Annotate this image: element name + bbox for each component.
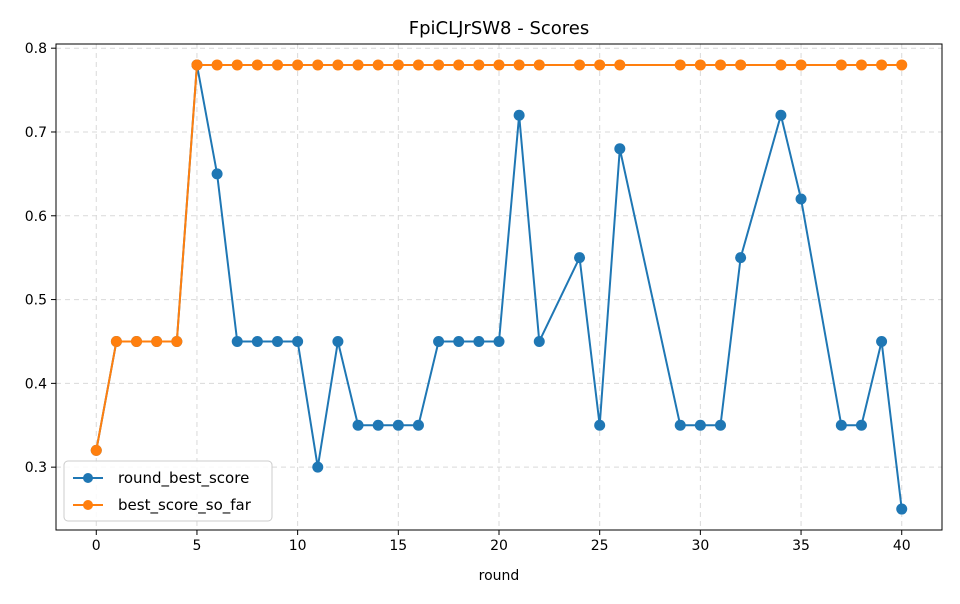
legend-marker-round-best-score: [83, 473, 93, 483]
data-point-round-best-score: [855, 419, 867, 431]
x-tick-label: 15: [389, 538, 407, 554]
x-tick-label: 40: [893, 538, 911, 554]
data-point-best-score-so-far: [272, 59, 283, 71]
data-point-best-score-so-far: [674, 59, 686, 71]
data-point-best-score-so-far: [574, 59, 586, 71]
x-tick-label: 35: [792, 538, 810, 554]
data-point-round-best-score: [614, 143, 626, 155]
data-point-best-score-so-far: [453, 59, 465, 71]
y-tick-label: 0.5: [25, 293, 47, 309]
x-tick-label: 5: [192, 538, 201, 554]
data-point-best-score-so-far: [835, 59, 847, 71]
data-point-round-best-score: [251, 335, 263, 347]
y-tick-label: 0.4: [25, 376, 47, 392]
legend: round_best_score best_score_so_far: [63, 460, 273, 522]
data-point-best-score-so-far: [433, 59, 445, 71]
data-point-round-best-score: [453, 335, 465, 347]
data-point-round-best-score: [392, 419, 404, 431]
data-point-best-score-so-far: [372, 59, 384, 71]
x-tick-label: 20: [490, 538, 508, 554]
legend-label-best-score-so-far: best_score_so_far: [118, 496, 252, 515]
x-axis-label: round: [479, 568, 520, 584]
data-point-round-best-score: [292, 335, 304, 347]
data-point-round-best-score: [433, 335, 445, 347]
series-best-score-so-far: [90, 59, 908, 456]
data-point-round-best-score: [694, 419, 706, 431]
data-point-round-best-score: [594, 419, 606, 431]
data-point-best-score-so-far: [352, 59, 364, 71]
data-point-best-score-so-far: [614, 59, 626, 71]
data-point-best-score-so-far: [735, 59, 747, 71]
x-tick-label: 10: [289, 538, 307, 554]
data-point-best-score-so-far: [171, 335, 183, 347]
data-point-round-best-score: [896, 503, 908, 515]
data-point-round-best-score: [312, 461, 324, 473]
data-point-best-score-so-far: [292, 59, 304, 71]
legend-box: [63, 460, 273, 522]
data-point-best-score-so-far: [715, 59, 726, 71]
series-line-best-score-so-far: [95, 63, 902, 451]
y-tick-label: 0.3: [25, 460, 47, 476]
data-point-best-score-so-far: [513, 59, 525, 71]
data-point-best-score-so-far: [131, 335, 143, 347]
data-point-round-best-score: [775, 109, 787, 121]
data-point-round-best-score: [574, 252, 586, 264]
data-point-best-score-so-far: [775, 59, 787, 71]
data-point-best-score-so-far: [896, 59, 908, 71]
data-point-best-score-so-far: [533, 59, 545, 71]
data-point-round-best-score: [715, 419, 726, 431]
data-point-round-best-score: [231, 335, 243, 347]
data-point-best-score-so-far: [795, 59, 807, 71]
series-line-round-best-score: [95, 63, 903, 510]
x-tick-label: 30: [691, 538, 709, 554]
legend-label-round-best-score: round_best_score: [118, 469, 249, 488]
chart-title: FpiCLJrSW8 - Scores: [409, 18, 590, 39]
data-point-best-score-so-far: [594, 59, 606, 71]
data-point-best-score-so-far: [110, 335, 122, 347]
data-point-round-best-score: [795, 193, 807, 205]
data-point-round-best-score: [493, 335, 505, 347]
data-point-round-best-score: [332, 335, 344, 347]
data-point-best-score-so-far: [151, 335, 163, 347]
data-point-best-score-so-far: [90, 444, 102, 456]
data-point-round-best-score: [372, 419, 384, 431]
y-axis-ticks: 0.3 0.4 0.5 0.6 0.7 0.8: [25, 41, 56, 476]
data-point-round-best-score: [835, 419, 847, 431]
data-point-best-score-so-far: [412, 59, 424, 71]
data-point-round-best-score: [876, 335, 888, 347]
data-point-round-best-score: [211, 168, 223, 180]
x-axis-ticks: 0 5 10 15 20 25 30 35 40: [92, 530, 911, 554]
data-point-round-best-score: [674, 419, 686, 431]
data-point-best-score-so-far: [231, 59, 243, 71]
data-point-best-score-so-far: [251, 59, 263, 71]
data-point-best-score-so-far: [191, 59, 203, 71]
y-tick-label: 0.7: [25, 125, 47, 141]
data-point-round-best-score: [513, 109, 525, 121]
data-point-best-score-so-far: [392, 59, 404, 71]
data-point-round-best-score: [352, 419, 364, 431]
grid: [56, 44, 942, 530]
data-point-best-score-so-far: [332, 59, 344, 71]
series-layer: [90, 59, 908, 515]
data-point-best-score-so-far: [473, 59, 485, 71]
x-tick-label: 0: [92, 538, 101, 554]
data-point-best-score-so-far: [493, 59, 505, 71]
data-point-round-best-score: [272, 335, 283, 347]
data-point-best-score-so-far: [312, 59, 324, 71]
data-point-round-best-score: [533, 335, 545, 347]
data-point-best-score-so-far: [211, 59, 223, 71]
data-point-best-score-so-far: [694, 59, 706, 71]
x-tick-label: 25: [591, 538, 609, 554]
legend-marker-best-score-so-far: [83, 500, 93, 510]
y-tick-label: 0.6: [25, 209, 47, 225]
data-point-round-best-score: [412, 419, 424, 431]
data-point-round-best-score: [473, 335, 485, 347]
data-point-round-best-score: [735, 252, 747, 264]
data-point-best-score-so-far: [876, 59, 888, 71]
y-tick-label: 0.8: [25, 41, 47, 57]
data-point-best-score-so-far: [855, 59, 867, 71]
